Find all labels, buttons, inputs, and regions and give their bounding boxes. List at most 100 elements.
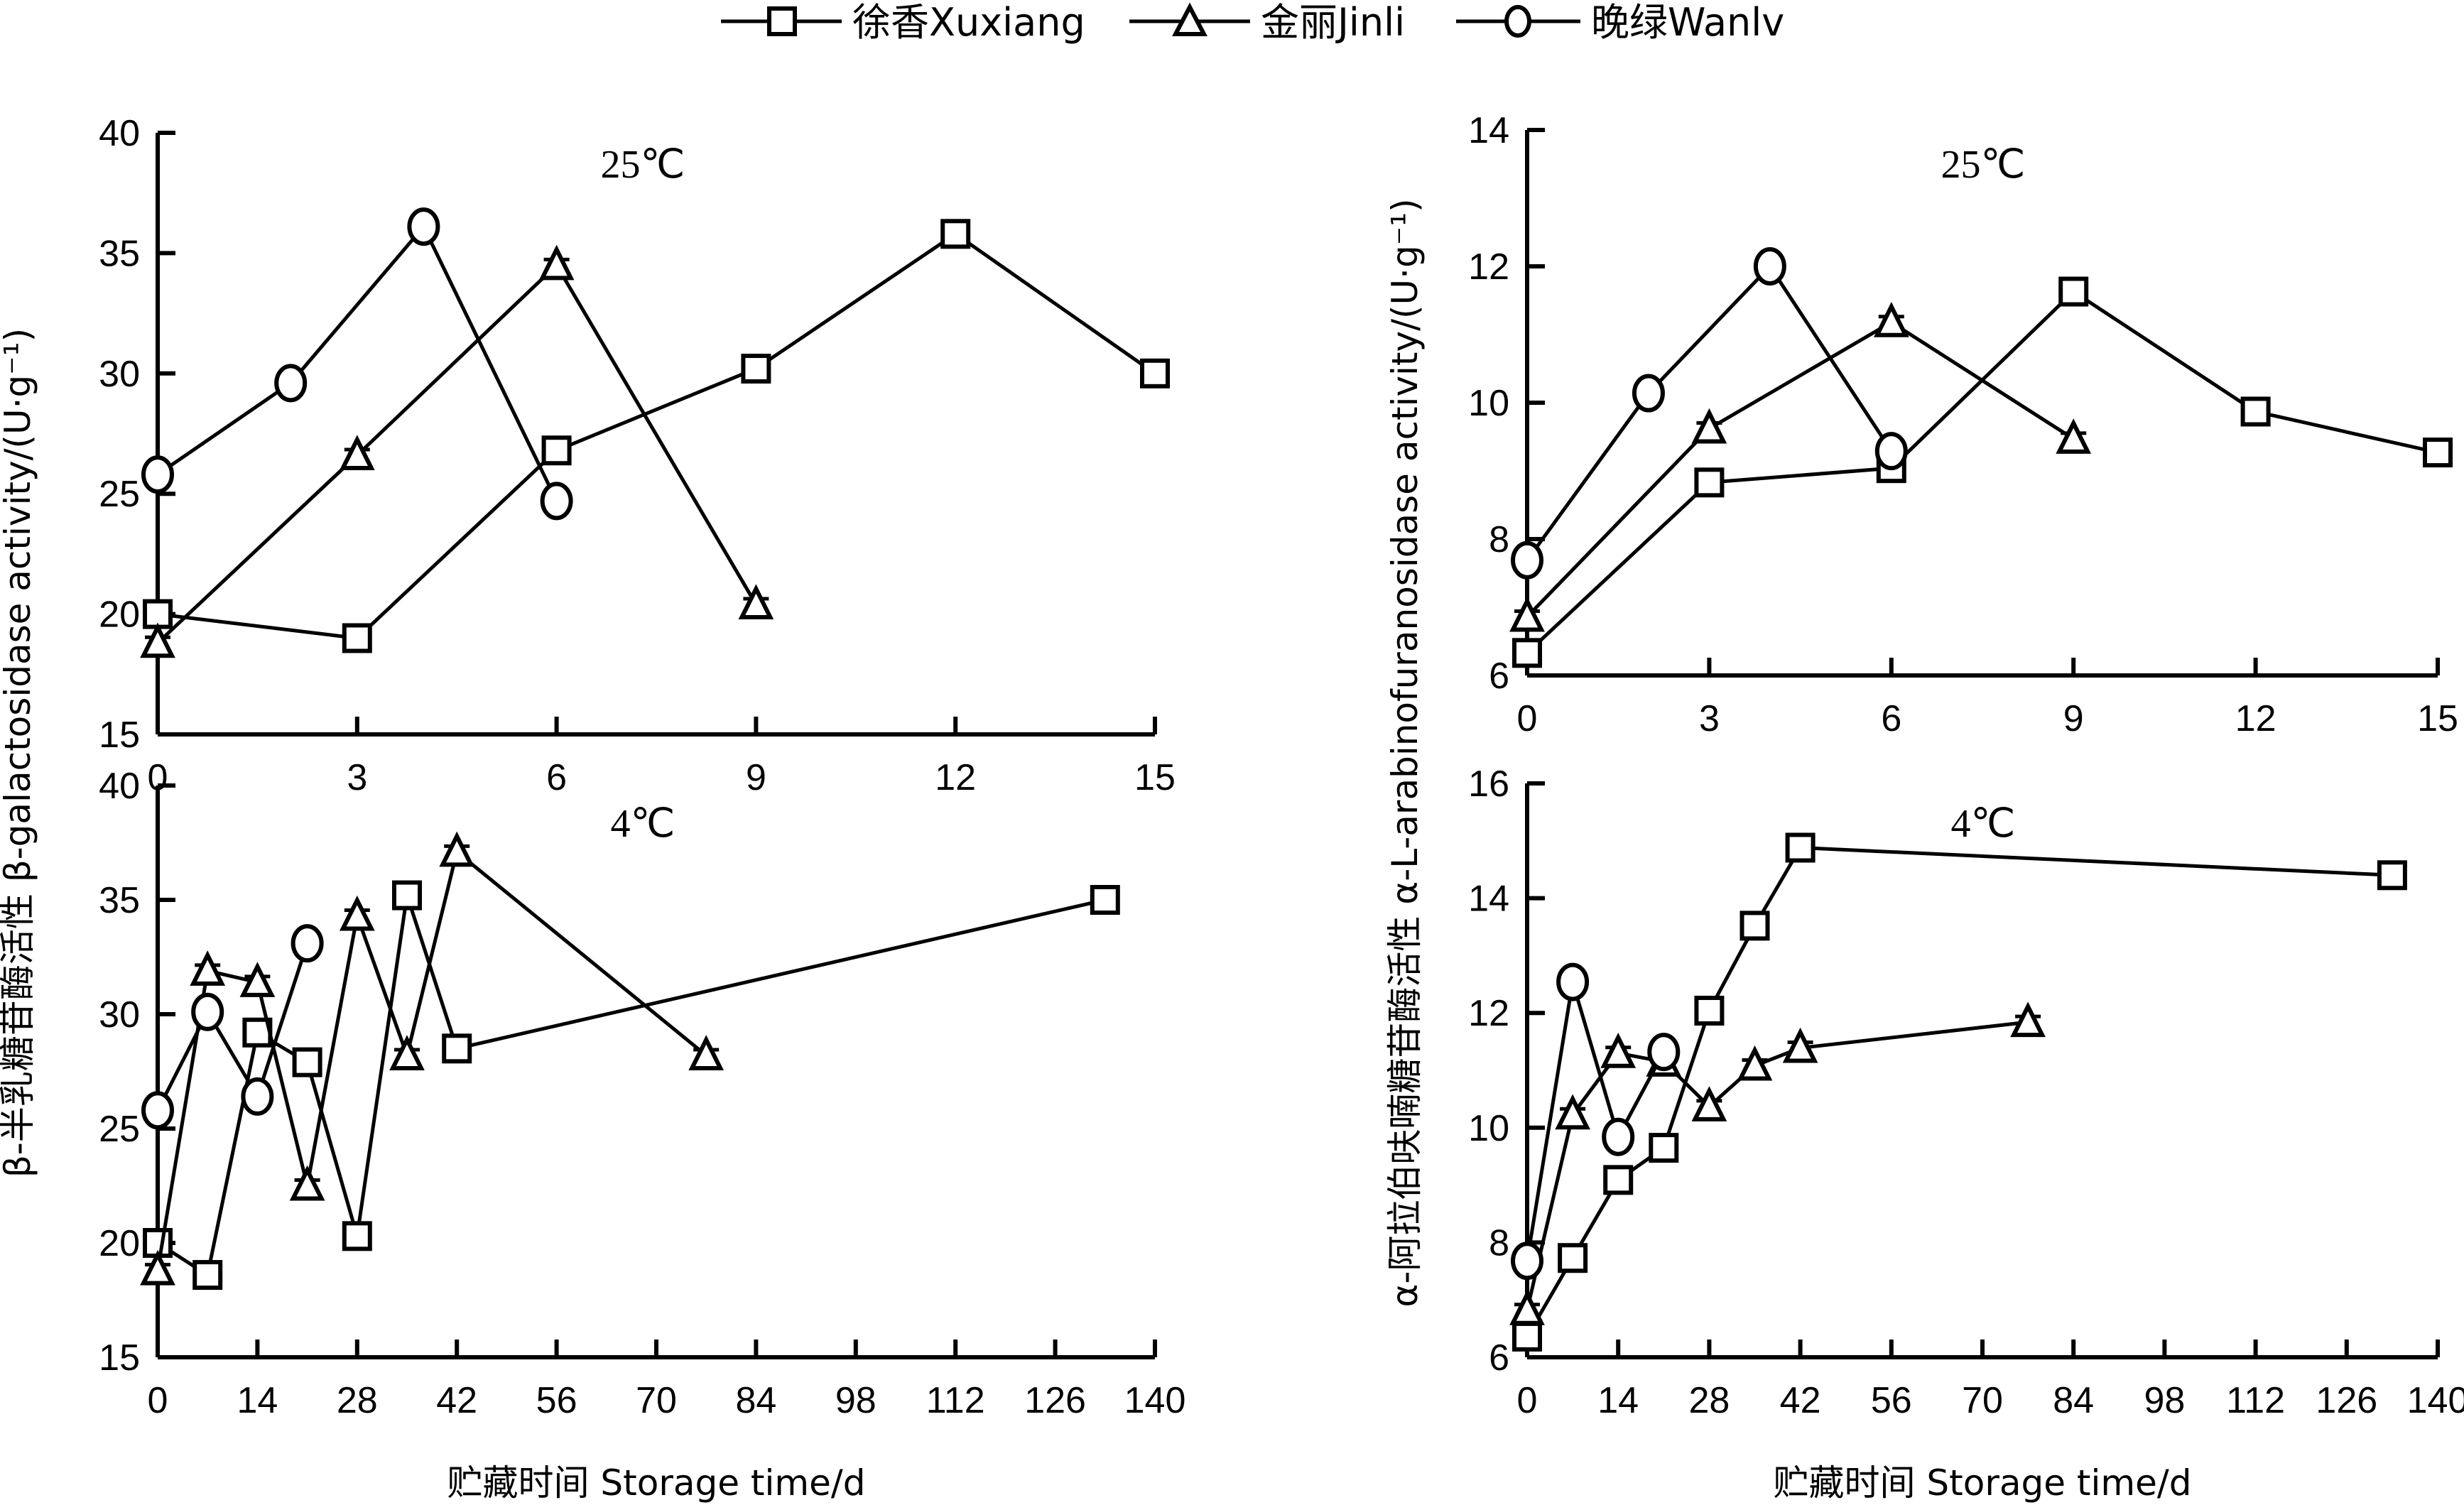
triangle-marker (389, 1035, 425, 1070)
square-marker (1649, 1133, 1679, 1163)
square-marker (192, 1260, 223, 1291)
y-tick-label: 14 (1468, 110, 1509, 151)
legend-label-jinli: 金丽Jinli (1261, 0, 1405, 45)
legend-circle-marker (1504, 5, 1531, 38)
circle-series-line (1525, 263, 1893, 562)
panel-temperature-label: 4℃ (1951, 802, 2016, 846)
x-tick-label: 28 (1688, 1380, 1730, 1421)
circle-series-line (1525, 981, 1666, 1261)
y-tick-label: 25 (99, 1109, 140, 1150)
triangle-marker (140, 622, 175, 658)
circle-marker (141, 1091, 174, 1130)
triangle-marker (2056, 418, 2092, 454)
triangle-marker (688, 1035, 724, 1070)
panel-alpha-arab-25c: 6 8 10 12 14 0 3 6 9 12 15 25℃ (1468, 110, 2458, 739)
legend-label-xuxiang: 徐香Xuxiang (852, 0, 1085, 45)
square-marker (741, 354, 771, 384)
y-tick-label: 10 (1468, 1108, 1509, 1149)
square-marker (1512, 1321, 1542, 1352)
x-tick-label: 70 (636, 1380, 677, 1421)
y-tick-label: 15 (99, 1337, 140, 1379)
x-tick-label: 126 (2316, 1380, 2377, 1421)
y-tick-label: 10 (1468, 383, 1509, 424)
legend-item-wanlv: 晚绿Wanlv (1456, 0, 1784, 45)
circle-marker (1647, 1033, 1681, 1072)
square-marker (342, 1221, 372, 1251)
x-tick-label: 84 (735, 1380, 776, 1421)
x-tick-label: 98 (835, 1380, 876, 1421)
x-tick-label: 56 (536, 1380, 577, 1421)
y-tick-label: 12 (1468, 993, 1509, 1034)
x-tick-label: 3 (347, 757, 367, 798)
y-tick-label: 30 (99, 354, 140, 395)
x-tick-label: 56 (1871, 1380, 1912, 1421)
circle-marker (1511, 540, 1543, 580)
triangle-marker (140, 1249, 175, 1286)
square-marker (1603, 1165, 1634, 1195)
square-marker (1785, 832, 1816, 863)
y-tick-label: 15 (99, 715, 140, 756)
y-tick-label: 30 (99, 994, 140, 1036)
square-marker (1694, 467, 1725, 498)
legend-triangle-marker (1172, 2, 1207, 36)
y-tick-label: 16 (1468, 764, 1509, 805)
x-tick-label: 14 (237, 1380, 278, 1421)
x-tick-label: 15 (2417, 698, 2458, 739)
square-marker (2240, 396, 2271, 427)
x-tick-label: 9 (2063, 698, 2084, 739)
legend-square-marker (767, 6, 797, 36)
circle-marker (1874, 432, 1908, 471)
panel-beta-gal-4c: 15 20 25 30 35 40 0 14 28 42 56 70 84 98 112 126 140 4℃ (99, 766, 1185, 1421)
triangle-marker (439, 831, 475, 867)
panel-alpha-arab-4c: 6 8 10 12 14 16 0 14 28 42 56 70 84 98 112 126 140 4℃ (1468, 764, 2464, 1421)
triangle-marker (1737, 1045, 1773, 1081)
circle-series-line (156, 942, 309, 1112)
x-axis-title-left: 贮藏时间 Storage time/d (447, 1462, 866, 1504)
x-tick-label: 12 (935, 757, 976, 798)
y-tick-label: 8 (1489, 1222, 1509, 1264)
triangle-marker (1873, 302, 1909, 337)
y-tick-label: 20 (99, 1223, 140, 1264)
circle-marker (291, 924, 324, 963)
triangle-marker (1691, 1086, 1727, 1121)
y-tick-label: 6 (1489, 1337, 1509, 1379)
y-tick-label: 25 (99, 474, 140, 515)
square-marker (1740, 911, 1770, 941)
square-series-line (157, 232, 1156, 641)
square-marker (2058, 276, 2089, 307)
triangle-marker (339, 895, 375, 931)
square-marker (1090, 885, 1120, 915)
square-marker (392, 880, 422, 911)
x-tick-label: 3 (1699, 698, 1720, 739)
x-tick-label: 0 (1517, 698, 1538, 739)
triangle-series-line (1526, 320, 2075, 619)
circle-series-line (156, 223, 558, 502)
circle-marker (241, 1077, 274, 1116)
circle-marker (1753, 247, 1786, 286)
triangle-series-line (156, 262, 758, 645)
square-marker (2423, 438, 2453, 468)
circle-marker (1511, 1242, 1543, 1281)
y-tick-label: 8 (1489, 519, 1509, 560)
circle-marker (274, 364, 308, 403)
y-tick-label: 14 (1468, 879, 1509, 920)
legend-label-wanlv: 晚绿Wanlv (1591, 0, 1784, 45)
triangle-marker (538, 244, 575, 281)
y-tick-label: 40 (99, 113, 140, 154)
x-tick-label: 14 (1597, 1380, 1639, 1421)
x-tick-label: 140 (1124, 1380, 1186, 1421)
x-tick-label: 6 (1881, 698, 1901, 739)
triangle-series-line (156, 848, 707, 1271)
y-tick-label: 40 (99, 766, 140, 807)
square-marker (342, 623, 372, 653)
square-marker (940, 219, 971, 249)
x-tick-label: 6 (546, 757, 567, 798)
legend-item-xuxiang: 徐香Xuxiang (721, 0, 1085, 45)
circle-marker (1556, 962, 1590, 1001)
circle-marker (407, 207, 440, 246)
y-tick-label: 20 (99, 594, 140, 636)
y-tick-label: 35 (99, 233, 140, 274)
circle-marker (191, 992, 224, 1031)
